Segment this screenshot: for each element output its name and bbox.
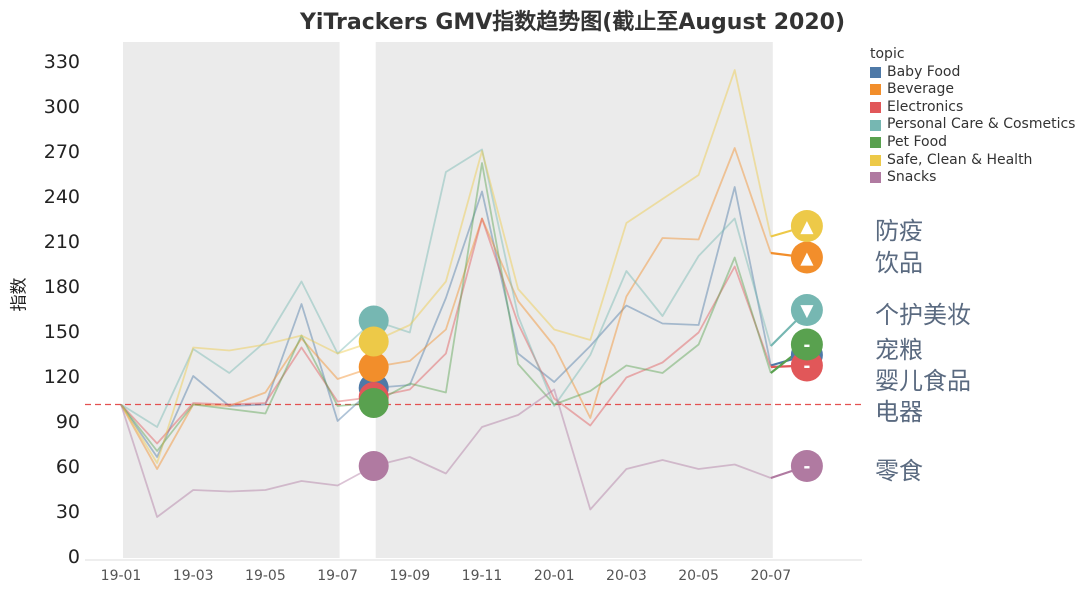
series-end-label: 个护美妆 [875,301,971,329]
marker-safe-clean-health [358,326,389,357]
x-tick-label: 19-05 [245,568,286,584]
y-tick-label: 270 [44,141,80,163]
legend-item: Electronics [870,99,1075,117]
y-tick-label: 120 [44,366,80,388]
legend-label: Pet Food [887,133,948,150]
end-marker-pet-food [790,328,823,361]
legend-swatch [870,154,881,166]
y-tick-label: 0 [68,546,80,568]
series-line-pet-food [120,334,374,452]
legend-item: Pet Food [870,134,1075,152]
end-marker-safe-clean-health [790,210,823,242]
series-line-2-safe-clean-health [373,69,772,343]
marker-pet-food [358,388,389,418]
series-end-label: 婴儿食品 [875,366,971,395]
end-symbol: - [803,336,810,356]
x-tick-label: 20-03 [606,568,647,584]
end-marker-snacks [790,450,823,482]
series-line-personal-care-cosmetics [120,280,375,428]
y-tick-label: 180 [44,276,80,298]
end-symbol: - [803,357,810,377]
y-tick-label: 210 [44,231,80,253]
series-line-snacks [120,404,375,518]
series-line-2-personal-care-cosmetics [373,148,772,407]
legend-title: topic [870,46,905,62]
x-tick-label: 20-07 [750,568,791,584]
end-symbol: ▲ [800,217,814,237]
series-line-safe-clean-health [120,334,374,464]
legend-label: Safe, Clean & Health [887,151,1033,168]
legend-item: Snacks [870,169,1075,187]
y-tick-label: 330 [44,51,80,73]
x-tick-label: 19-11 [462,568,503,584]
marker-personal-care-cosmetics [358,305,389,336]
end-marker-personal-care-cosmetics [790,294,823,326]
series-end-label: 饮品 [875,248,923,277]
legend-label: Snacks [887,169,937,186]
series-line-2-beverage [373,147,772,419]
legend-label: Beverage [887,81,954,98]
y-tick-label: 30 [56,501,80,523]
end-marker-beverage [790,241,823,274]
x-tick-label: 19-09 [389,568,430,584]
series-end-label: 零食 [875,457,923,485]
x-tick-label: 19-03 [173,568,214,584]
x-tick-label: 19-07 [317,568,358,584]
shaded-region-2 [375,42,773,558]
marker-beverage [358,352,389,382]
series-line-2-electronics [373,217,772,427]
x-tick-label: 20-05 [678,568,719,584]
series-end-label: 宠粮 [875,335,923,364]
legend-item: Safe, Clean & Health [870,152,1075,170]
legend-label: Personal Care & Cosmetics [887,116,1076,133]
y-tick-label: 300 [44,96,80,118]
legend-item: Beverage [870,81,1075,99]
legend-label: Electronics [887,98,964,115]
y-tick-label: 150 [44,321,80,343]
series-line-beverage [120,337,374,470]
chart-title: YiTrackers GMV指数趋势图(截止至August 2020) [299,10,846,35]
x-tick-label: 19-01 [101,568,142,584]
x-tick-label: 20-01 [534,568,575,584]
y-tick-label: 90 [56,411,80,433]
series-end-label: 防疫 [875,217,923,245]
legend-swatch [870,84,881,96]
series-line-2-pet-food [373,162,772,406]
end-symbol: ▼ [800,301,814,321]
legend-swatch [870,102,881,114]
y-tick-label: 60 [56,456,80,478]
legend-item: Baby Food [870,64,1075,82]
series-line-electronics [120,346,374,445]
series-line-baby-food [120,303,375,458]
series-line-2-baby-food [373,186,772,389]
legend-label: Baby Food [887,63,961,80]
shaded-region-1 [123,42,340,558]
marker-snacks [358,451,389,481]
y-tick-label: 240 [44,186,80,208]
series-line-2-snacks [373,388,772,511]
series-end-label: 电器 [875,397,923,426]
legend-swatch [870,119,881,131]
legend-item: Personal Care & Cosmetics [870,116,1075,134]
legend: topic Baby Food Beverage Electronics Person… [870,46,1075,187]
legend-swatch [870,66,881,78]
end-symbol: - [803,457,810,477]
legend-swatch [870,137,881,149]
end-symbol: ▲ [800,249,814,269]
legend-swatch [870,172,881,184]
